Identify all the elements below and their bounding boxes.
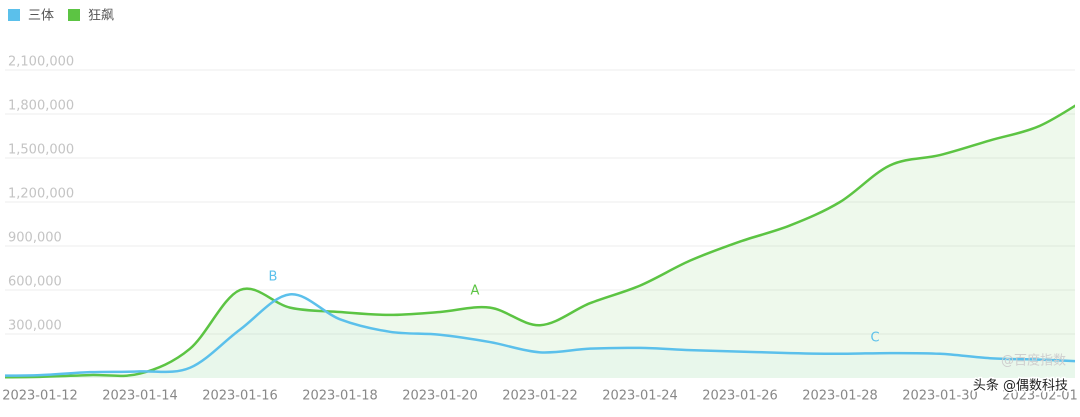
series-area: [5, 105, 1075, 378]
y-tick-label: 2,100,000: [8, 55, 74, 70]
legend-swatch: [8, 9, 20, 21]
x-tick-label: 2023-02-01: [1002, 389, 1078, 404]
series-line: [5, 293, 1075, 377]
x-tick-label: 2023-01-26: [702, 389, 778, 404]
x-tick-label: 2023-01-22: [502, 389, 578, 404]
annotation: C: [870, 331, 879, 346]
y-tick-label: 300,000: [8, 319, 62, 334]
watermark: @百度指数: [1001, 353, 1066, 369]
watermark: 头条 @偶数科技: [973, 378, 1068, 394]
y-tick-label: 900,000: [8, 231, 62, 246]
x-tick-label: 2023-01-12: [2, 389, 78, 404]
x-tick-label: 2023-01-14: [102, 389, 178, 404]
series-area: [5, 294, 1075, 378]
legend-swatch: [68, 9, 80, 21]
x-tick-label: 2023-01-18: [302, 389, 378, 404]
legend-label: 三体: [28, 9, 54, 24]
x-tick-label: 2023-01-24: [602, 389, 678, 404]
x-tick-label: 2023-01-30: [902, 389, 978, 404]
series-line: [5, 104, 1075, 379]
legend-label: 狂飙: [88, 8, 114, 24]
x-tick-label: 2023-01-16: [202, 389, 278, 404]
y-tick-label: 1,800,000: [8, 99, 74, 114]
x-tick-label: 2023-01-20: [402, 389, 478, 404]
y-tick-label: 600,000: [8, 275, 62, 290]
y-tick-label: 1,200,000: [8, 187, 74, 202]
annotation: B: [269, 270, 278, 285]
x-tick-label: 2023-01-28: [802, 389, 878, 404]
annotation: A: [471, 284, 480, 299]
y-tick-label: 1,500,000: [8, 143, 74, 158]
